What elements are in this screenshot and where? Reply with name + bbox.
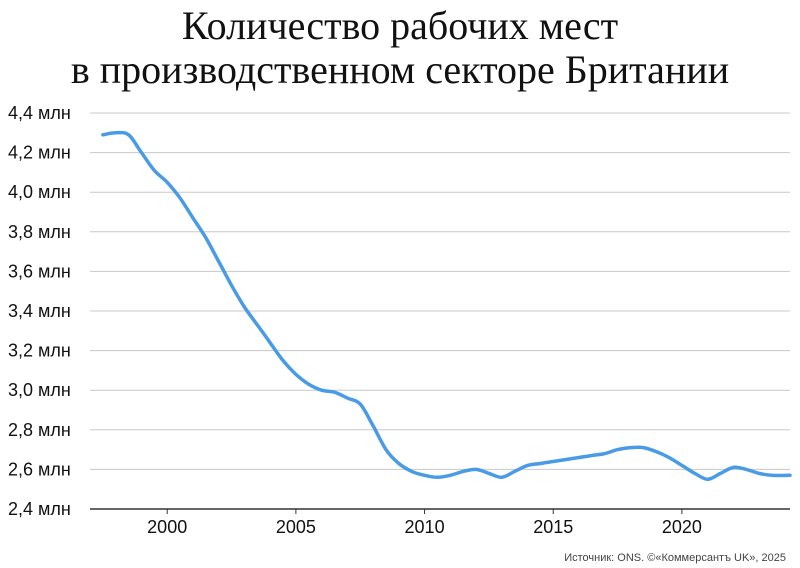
x-axis-ticks: 2000 2005 2010 2015 2020 [147,509,702,537]
y-tick-label: 2,4 млн [8,499,71,519]
source-note: Источник: ONS. ©«Коммерсантъ UK», 2025 [564,552,786,564]
y-tick-label: 3,8 млн [8,222,71,242]
x-tick-label: 2010 [405,517,445,537]
x-tick-label: 2005 [276,517,316,537]
chart-title-line-1: Количество рабочих мест [181,3,619,48]
y-tick-label: 3,4 млн [8,301,71,321]
y-tick-label: 3,0 млн [8,380,71,400]
y-tick-label: 4,2 млн [8,143,71,163]
chart-title-line-2: в производственном секторе Британии [70,47,730,92]
y-tick-label: 3,2 млн [8,341,71,361]
y-axis-ticks: 4,4 млн 4,2 млн 4,0 млн 3,8 млн 3,6 млн 3,4 м… [8,103,71,519]
y-tick-label: 2,8 млн [8,420,71,440]
y-tick-label: 3,6 млн [8,261,71,281]
x-tick-label: 2000 [147,517,187,537]
grid-lines [90,112,790,510]
y-tick-label: 4,0 млн [8,182,71,202]
chart-title: Количество рабочих мест в производственн… [0,4,800,92]
series-group [101,130,792,482]
y-tick-label: 4,4 млн [8,103,71,123]
x-tick-label: 2015 [533,517,573,537]
series-line-0 [101,130,792,482]
y-tick-label: 2,6 млн [8,459,71,479]
x-tick-label: 2020 [662,517,702,537]
